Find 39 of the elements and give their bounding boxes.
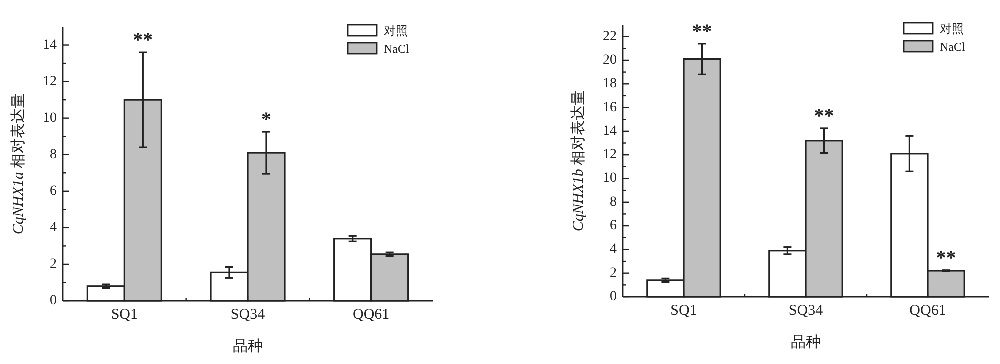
y-tick-label: 14 [603, 124, 617, 139]
y-tick-label: 6 [610, 218, 617, 234]
x-tick-label: SQ1 [111, 307, 138, 323]
y-tick-label: 2 [50, 256, 57, 272]
x-tick-label: QQ61 [352, 307, 390, 323]
y-axis-title: CqNHX1b 相对表达量 [570, 90, 587, 232]
legend-label: 对照 [940, 22, 964, 36]
legend-label: NaCl [940, 40, 966, 54]
x-tick-label: SQ1 [670, 303, 698, 319]
y-tick-label: 6 [50, 184, 57, 199]
y-tick-label: 10 [603, 171, 617, 186]
x-axis-title: 品种 [791, 334, 821, 351]
x-tick-label: SQ34 [788, 303, 824, 319]
y-tick-label: 4 [610, 242, 617, 258]
x-axis-title: 品种 [233, 338, 263, 355]
y-tick-label: 10 [43, 110, 57, 126]
y-tick-label: 22 [603, 29, 617, 44]
annotation: * [262, 109, 272, 132]
y-tick-label: 16 [603, 100, 617, 116]
legend-label: 对照 [384, 24, 408, 38]
annotation: ** [692, 20, 712, 43]
y-tick-label: 0 [50, 294, 57, 308]
y-tick-label: 12 [43, 74, 57, 90]
y-tick-label: 8 [50, 147, 57, 162]
y-tick-label: 12 [603, 148, 617, 163]
annotation: ** [936, 247, 956, 270]
y-tick-label: 18 [603, 76, 617, 92]
y-tick-label: 20 [603, 52, 617, 68]
y-tick-label: 8 [610, 194, 617, 210]
annotation: ** [814, 105, 834, 128]
y-tick-label: 0 [610, 290, 617, 304]
x-tick-label: QQ61 [910, 303, 946, 319]
legend-label: NaCl [384, 42, 410, 56]
y-axis-title: CqNHX1a 相对表达量 [10, 93, 27, 235]
y-tick-label: 4 [50, 220, 57, 236]
x-tick-label: SQ34 [230, 307, 266, 323]
annotation: ** [133, 30, 154, 52]
y-tick-label: 2 [610, 266, 617, 281]
y-tick-label: 14 [43, 38, 57, 53]
